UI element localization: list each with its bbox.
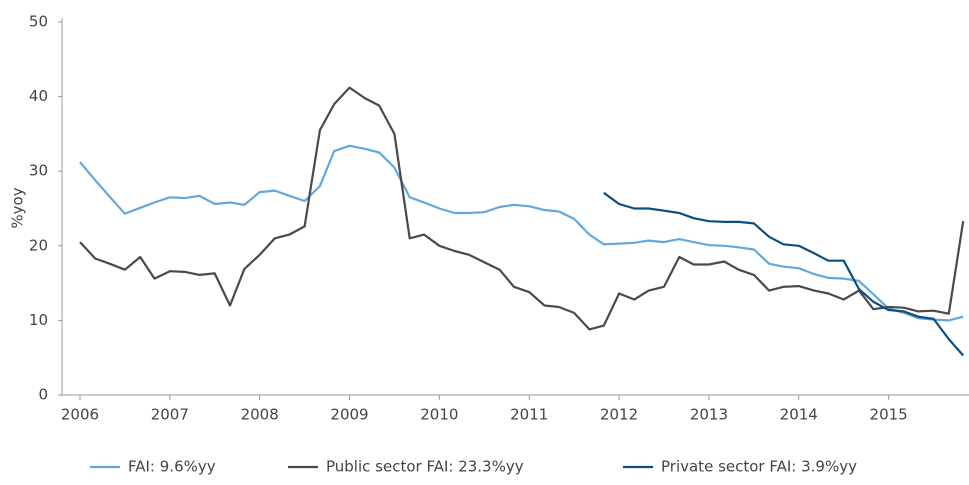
legend-label: Private sector FAI: 3.9%yy [661, 458, 857, 476]
legend-label: FAI: 9.6%yy [128, 458, 216, 476]
x-tick-label: 2015 [870, 406, 908, 424]
x-tick-label: 2008 [241, 406, 279, 424]
y-axis-label: %yoy [9, 187, 27, 228]
y-tick-label: 10 [29, 311, 48, 329]
x-tick-label: 2007 [151, 406, 189, 424]
series-line [79, 144, 964, 322]
legend-label: Public sector FAI: 23.3%yy [326, 458, 524, 476]
x-tick-label: 2010 [420, 406, 458, 424]
y-tick-label: 30 [29, 162, 48, 180]
y-tick-label: 50 [29, 13, 48, 31]
x-tick-label: 2009 [330, 406, 368, 424]
y-tick-label: 40 [29, 87, 48, 105]
y-tick-label: 20 [29, 236, 48, 254]
x-tick-label: 2014 [780, 406, 818, 424]
x-tick-label: 2006 [61, 406, 99, 424]
series-line [603, 191, 965, 357]
x-tick-label: 2011 [510, 406, 548, 424]
series-line [79, 86, 965, 331]
x-tick-label: 2012 [600, 406, 638, 424]
y-tick-label: 0 [38, 386, 48, 404]
x-tick-label: 2013 [690, 406, 728, 424]
